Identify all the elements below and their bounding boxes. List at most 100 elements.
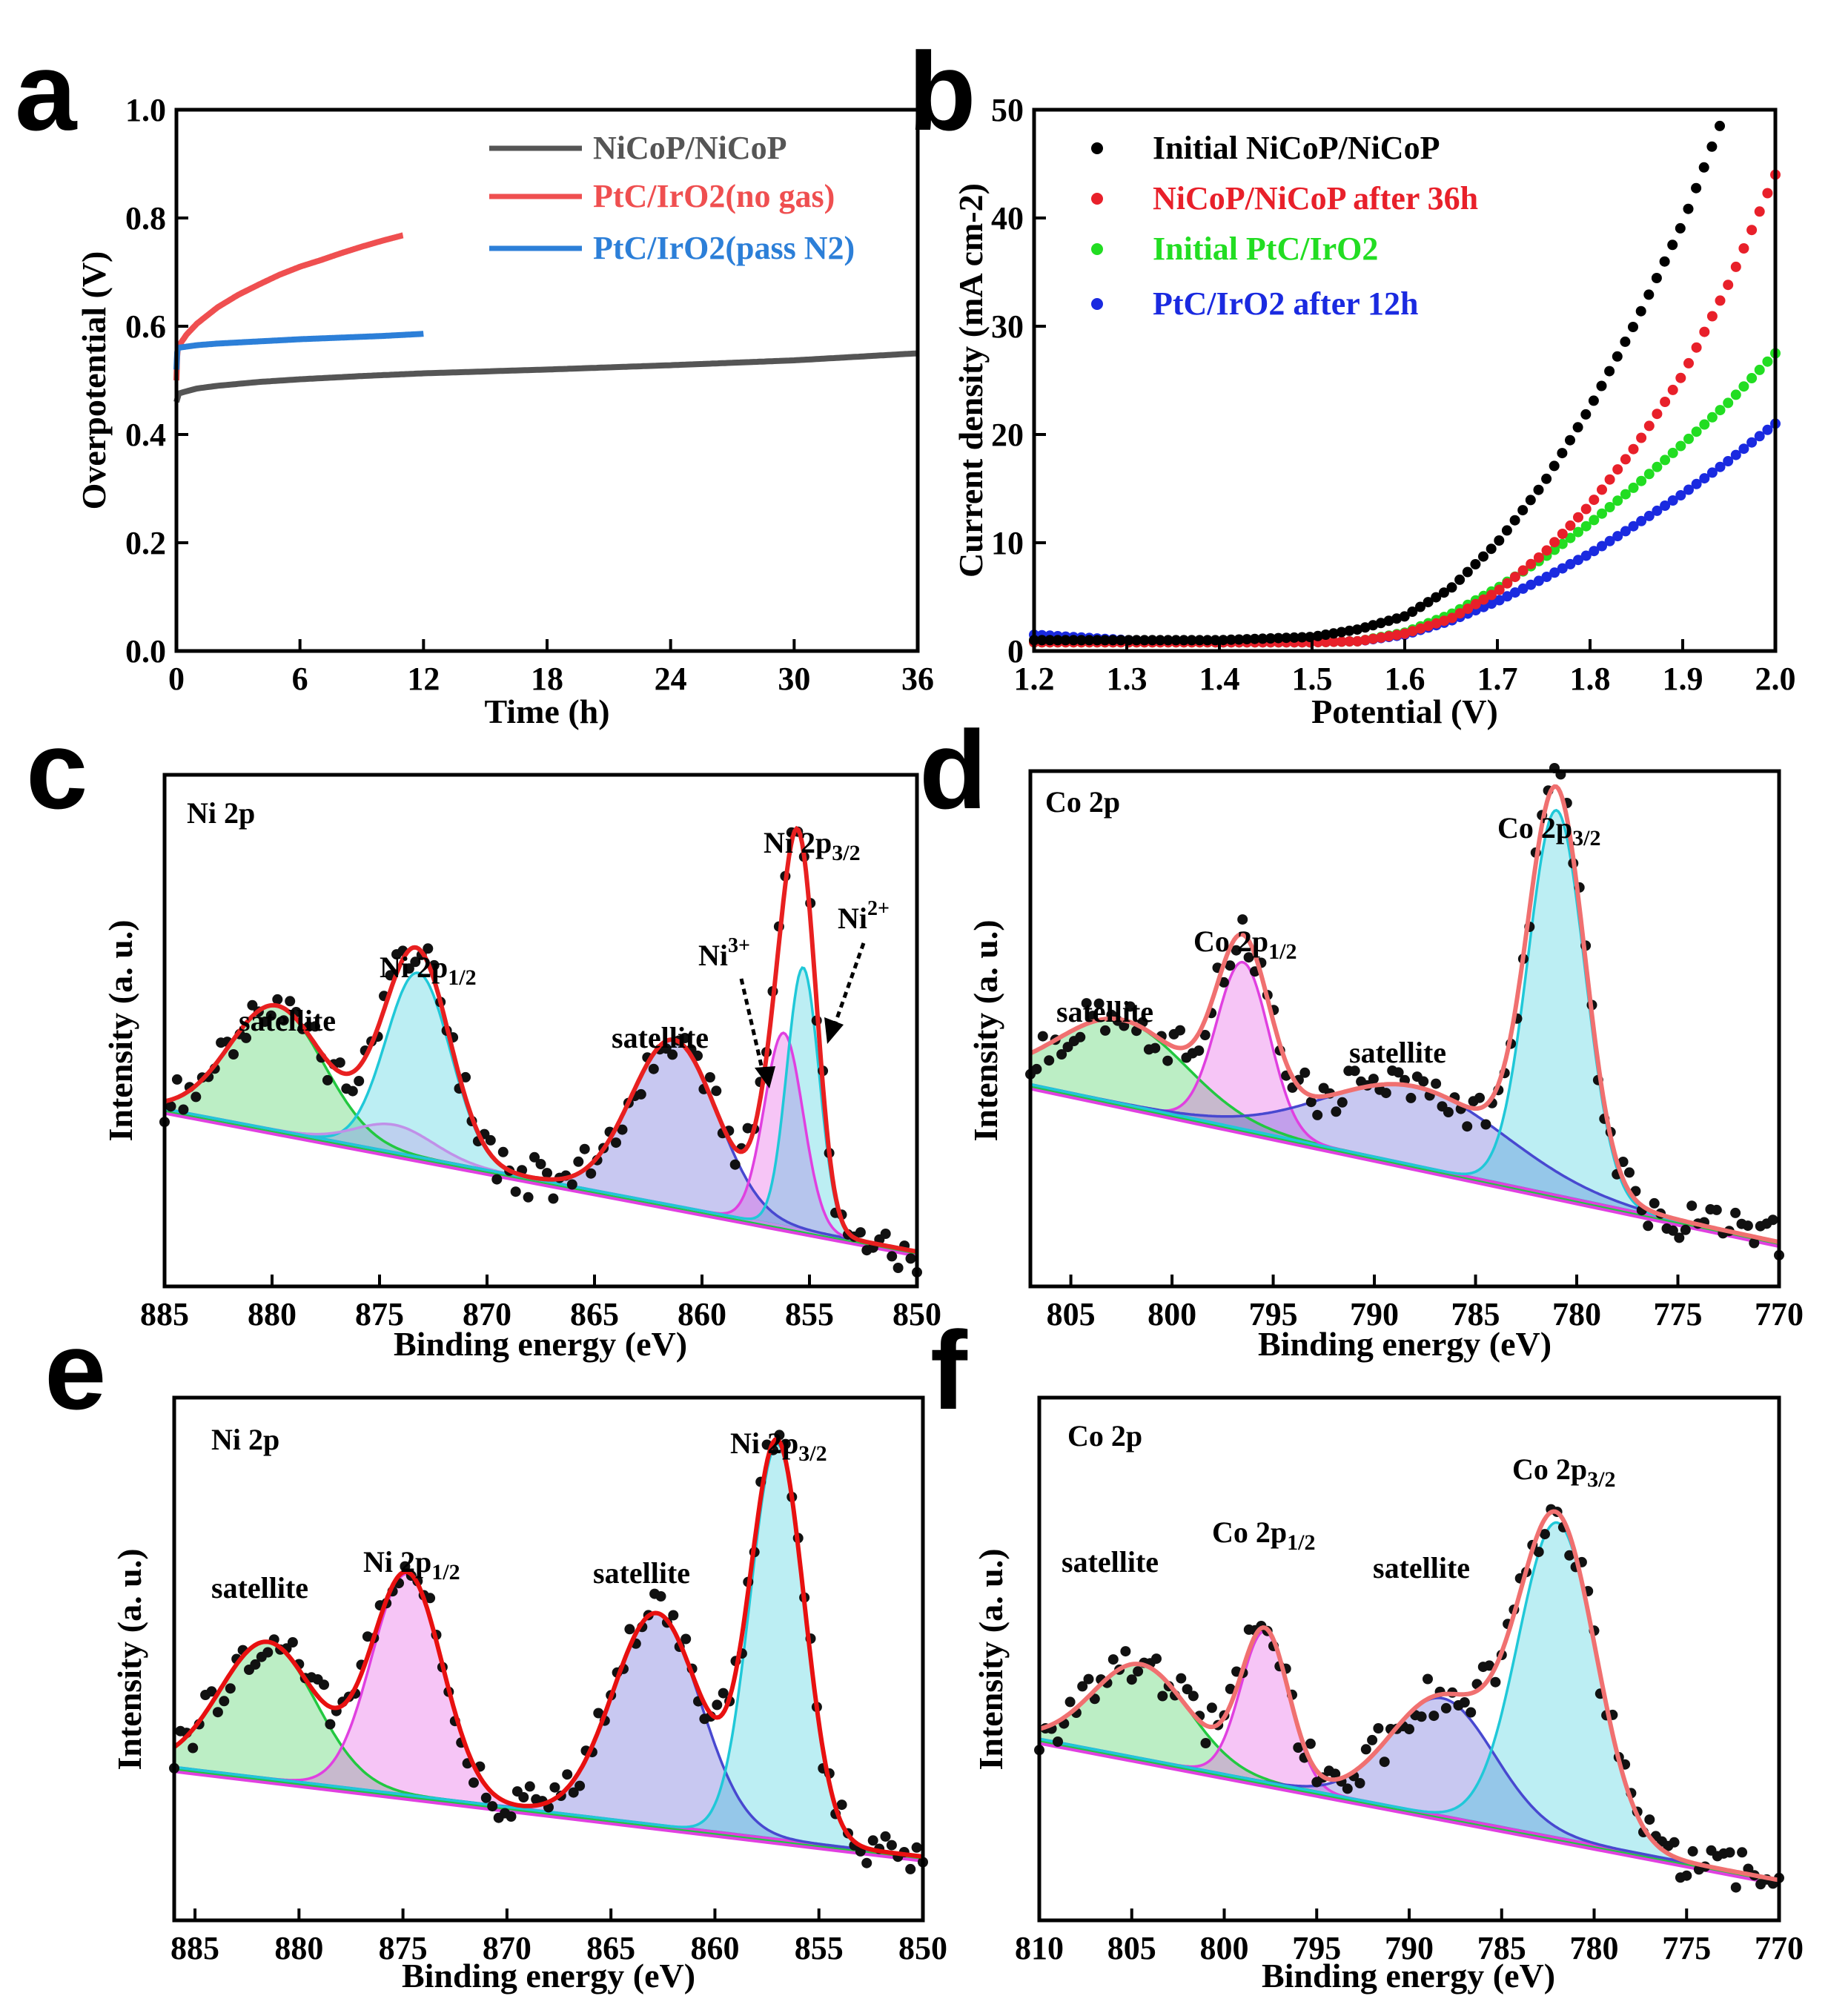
panel-b-legend: Initial NiCoP/NiCoP NiCoP/NiCoP after 36… [1091, 130, 1478, 322]
panel-b-point-series-2 [1754, 364, 1765, 375]
panel-b-point-series-2 [1699, 419, 1710, 430]
panel-b-point-series-1 [1573, 512, 1583, 523]
panel-b-point-series-1 [1706, 311, 1718, 322]
legend-label-nicop: NiCoP/NiCoP [593, 130, 787, 166]
panel-c-data-point [178, 1104, 189, 1115]
panel-b-ylabel: Current density (mA cm-2) [952, 183, 990, 578]
panel-a-ylabel: Overpotential (V) [75, 251, 113, 510]
panel-b-point-series-0 [1628, 322, 1638, 332]
panel-c-data-point [667, 1049, 678, 1060]
panel-b-point-series-3 [1580, 550, 1592, 561]
panel-b-point-series-3 [1723, 456, 1734, 466]
panel-b-xtick-label: 1.7 [1477, 661, 1518, 697]
panel-b-point-series-3 [1478, 601, 1489, 612]
panel-d-xtick-label: 775 [1654, 1296, 1703, 1332]
panel-f-ylabel: Intensity (a. u.) [972, 1548, 1010, 1770]
panel-c-annot-ni3: Ni3+ [698, 934, 750, 972]
panel-b-ticks: 1.2 1.3 1.4 1.5 1.6 1.7 1.8 1.9 2.0 0 10 20 30 40 50 [991, 92, 1796, 697]
panel-b-point-series-0 [1588, 395, 1599, 406]
panel-c-xtick-label: 860 [678, 1296, 726, 1332]
panel-b-point-series-1 [1604, 474, 1615, 485]
panel-d-peaks [1025, 763, 1784, 1260]
panel-b-point-series-3 [1589, 546, 1600, 557]
panel-d-data-point [1231, 945, 1242, 956]
panel-b-point-series-3 [1754, 431, 1765, 442]
panel-letter-c: c [26, 707, 87, 832]
panel-c-data-point [887, 1251, 898, 1262]
panel-f-data-point [1188, 1691, 1199, 1702]
panel-b-ytick-label: 30 [991, 308, 1024, 345]
panel-b-point-series-1 [1557, 529, 1568, 539]
panel-b-point-series-0 [1139, 635, 1150, 646]
panel-f-data-point [1083, 1673, 1094, 1685]
panel-c-data-point [611, 1137, 621, 1149]
panel-letter-f: f [930, 1308, 968, 1432]
panel-e-data-point [468, 1777, 479, 1788]
panel-c-data-point [535, 1159, 546, 1169]
panel-c-data-point [893, 1263, 904, 1273]
panel-b-point-series-0 [1368, 620, 1379, 631]
panel-c-data-point [680, 1033, 690, 1043]
panel-b-point-series-0 [1667, 239, 1678, 251]
panel-c-peak-fill-5 [740, 968, 867, 1243]
panel-b-point-series-0 [1281, 632, 1292, 644]
panel-b-point-series-0 [1233, 634, 1245, 645]
panel-b-point-series-1 [1612, 464, 1623, 475]
panel-e-xtick-label: 880 [274, 1930, 323, 1966]
panel-f-data-point [1293, 1742, 1304, 1753]
panel-b-point-series-0 [1715, 120, 1725, 131]
panel-c-xtick-label: 865 [570, 1296, 619, 1332]
panel-b-point-series-2 [1683, 433, 1694, 444]
panel-b-xtick-label: 1.6 [1385, 661, 1425, 697]
panel-e-baseline-1 [173, 1768, 924, 1860]
panel-b-point-series-0 [1478, 551, 1488, 562]
panel-f-data-point [1133, 1666, 1144, 1677]
panel-a-chart: 0 6 12 18 24 30 360.00.20.40.60.81.0 Time (h) … [75, 92, 934, 730]
panel-c-data-point [586, 1168, 597, 1179]
panel-b-ytick-label: 50 [991, 92, 1024, 128]
panel-e-frame [172, 1395, 925, 1923]
panel-d-baseline-1 [1030, 1085, 1780, 1246]
panel-d-data-point [1624, 1167, 1635, 1178]
panel-d-data-point [1125, 1001, 1136, 1012]
panel-c-data-point [423, 943, 434, 954]
panel-c-ticks: 885 880 875 870 865 860 855 850 [140, 1275, 941, 1332]
panel-a-ticks: 0 6 12 18 24 30 36 0.0 0.2 0.4 0.6 0.8 1.0 [125, 92, 934, 697]
panel-c-data-point [497, 1146, 509, 1157]
panel-b-point-series-3 [1620, 526, 1631, 537]
panel-b-point-series-1 [1368, 633, 1379, 644]
panel-b-point-series-3 [1557, 563, 1568, 574]
panel-b-point-series-1 [1667, 384, 1678, 395]
panel-f-data-point [1126, 1674, 1137, 1685]
panel-e-data-point [480, 1792, 491, 1803]
panel-b-point-series-0 [1225, 634, 1236, 645]
panel-f-baseline-2 [1039, 1742, 1780, 1886]
panel-d-data-point [1087, 1011, 1099, 1022]
panel-c-data-point [711, 1085, 722, 1097]
panel-b-point-series-0 [1557, 448, 1568, 459]
panel-d-peak-fill-1 [1139, 962, 1347, 1151]
panel-e-data-point [655, 1591, 666, 1602]
panel-e-data-point [212, 1707, 223, 1718]
panel-b-point-series-1 [1675, 372, 1686, 383]
panel-b-point-series-0 [1494, 535, 1505, 546]
panel-f-data-point [1724, 1847, 1735, 1858]
legend-label-ptc-n2: PtC/IrO2(pass N2) [593, 230, 855, 266]
panel-f-data-point [1354, 1778, 1365, 1788]
panel-b-point-series-3 [1541, 572, 1552, 582]
panel-b-point-series-0 [1336, 627, 1347, 638]
panel-f-annot-sat1: satellite [1062, 1545, 1159, 1579]
panel-b-point-series-0 [1076, 635, 1087, 646]
panel-d-data-point [1349, 1065, 1360, 1077]
panel-e-data-point [718, 1688, 729, 1699]
panel-d-data-point [1031, 1063, 1042, 1074]
panel-f-xtick-label: 805 [1107, 1930, 1156, 1966]
panel-b-point-series-2 [1660, 455, 1671, 466]
legend-swatch-nicop-36h [1091, 193, 1103, 205]
panel-b-point-series-0 [1194, 635, 1205, 646]
panel-b-point-series-0 [1612, 351, 1623, 362]
panel-b-point-series-0 [1565, 434, 1575, 446]
panel-d-frame [1028, 769, 1781, 1289]
panel-e-xtick-label: 865 [586, 1930, 635, 1966]
